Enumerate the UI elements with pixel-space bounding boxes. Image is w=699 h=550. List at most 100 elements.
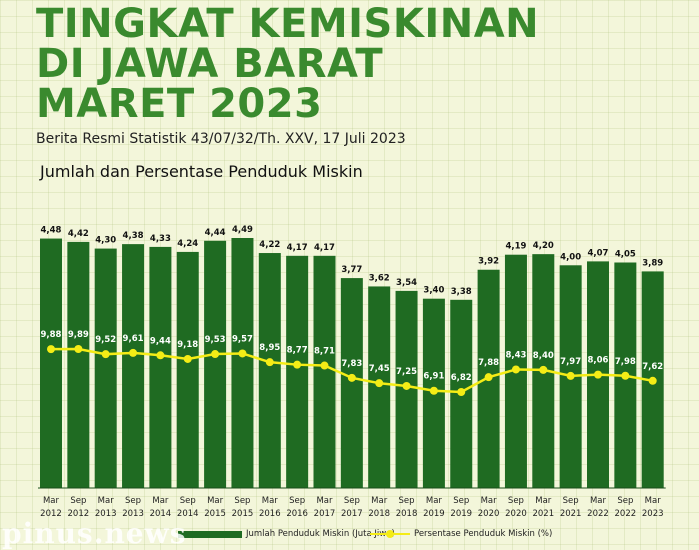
bar-value-label: 4,17 — [314, 243, 335, 253]
bar — [286, 255, 309, 488]
bar-value-label: 4,30 — [95, 236, 116, 246]
percent-value-label: 7,62 — [642, 362, 663, 372]
percent-value-label: 9,89 — [68, 330, 89, 340]
percent-point — [156, 351, 165, 360]
x-tick-label: 2018 — [396, 509, 418, 519]
source-text: Berita Resmi Statistik 43/07/32/Th. XXV,… — [36, 131, 406, 147]
percent-value-label: 8,95 — [259, 343, 280, 353]
bar — [176, 251, 199, 488]
percent-value-label: 8,71 — [314, 347, 335, 357]
percent-point — [238, 349, 247, 358]
x-tick-label: 2015 — [232, 509, 254, 519]
legend-line-label: Persentase Penduduk Miskin (%) — [414, 529, 553, 539]
x-tick-label: Sep — [70, 496, 86, 506]
x-tick-label: 2023 — [642, 509, 664, 519]
legend-line-item: Persentase Penduduk Miskin (%) — [370, 529, 552, 539]
legend-bar-item: Jumlah Penduduk Miskin (Juta Jiwa) — [178, 529, 395, 539]
bar-value-label: 4,22 — [259, 240, 280, 250]
percent-value-label: 9,53 — [205, 335, 226, 345]
x-tick-label: Mar — [426, 496, 443, 506]
percent-value-label: 8,40 — [533, 351, 554, 361]
percent-value-label: 7,45 — [369, 364, 390, 374]
percent-value-label: 7,97 — [560, 357, 581, 367]
bar — [122, 244, 145, 488]
percent-value-label: 7,88 — [478, 358, 499, 368]
percent-value-label: 9,52 — [95, 335, 116, 345]
x-tick-label: 2019 — [423, 509, 445, 519]
x-tick-label: Sep — [180, 496, 196, 506]
percent-point — [183, 354, 192, 363]
percent-point — [621, 371, 630, 380]
x-tick-label: 2021 — [532, 509, 554, 519]
x-tick-label: 2012 — [68, 509, 90, 519]
percent-point — [566, 371, 575, 380]
percent-point — [211, 350, 220, 359]
x-tick-label: 2017 — [341, 509, 363, 519]
chart-subtitle: Jumlah dan Persentase Penduduk Miskin — [40, 162, 363, 181]
bar — [149, 246, 172, 488]
bar-value-label: 4,17 — [287, 243, 308, 253]
bar-value-label: 3,77 — [341, 265, 362, 275]
x-tick-label: 2022 — [615, 509, 637, 519]
percent-point — [429, 386, 438, 395]
x-tick-label: 2018 — [368, 509, 390, 519]
percent-point — [402, 381, 411, 390]
x-tick-label: Mar — [43, 496, 60, 506]
percent-point — [511, 365, 520, 374]
percent-point — [457, 388, 466, 396]
percent-point — [47, 345, 55, 354]
x-tick-label: 2014 — [150, 509, 172, 519]
x-tick-label: Mar — [262, 496, 279, 506]
x-tick-label: Sep — [234, 496, 250, 506]
percent-value-label: 9,88 — [41, 330, 62, 340]
bar-value-label: 4,19 — [505, 242, 526, 252]
page-title: TINGKAT KEMISKINAN DI JAWA BARAT MARET 2… — [36, 4, 539, 124]
x-tick-label: 2020 — [478, 509, 500, 519]
percent-point — [129, 348, 138, 357]
percent-point — [594, 370, 602, 379]
bar — [313, 255, 336, 488]
bar-value-label: 3,92 — [478, 257, 499, 267]
percent-value-label: 9,44 — [150, 336, 171, 346]
bar-value-label: 4,44 — [205, 228, 226, 238]
bar-value-label: 3,62 — [369, 273, 390, 283]
bar-value-label: 4,42 — [68, 229, 89, 239]
bar — [368, 286, 391, 488]
x-tick-label: 2013 — [122, 509, 144, 519]
x-tick-label: Mar — [316, 496, 333, 506]
bar — [67, 241, 90, 488]
x-tick-label: Mar — [207, 496, 224, 506]
bar — [94, 248, 117, 488]
bar-value-label: 4,24 — [177, 239, 198, 249]
bar — [258, 253, 281, 488]
percent-value-label: 8,77 — [287, 346, 308, 356]
percent-value-label: 7,98 — [615, 357, 636, 367]
x-tick-label: Sep — [399, 496, 415, 506]
x-tick-label: Sep — [125, 496, 141, 506]
bar-value-label: 4,49 — [232, 225, 253, 235]
bar-value-label: 4,20 — [533, 241, 554, 251]
percent-point — [648, 376, 657, 385]
bar — [340, 278, 363, 488]
bar-value-label: 3,40 — [423, 286, 444, 296]
percent-point — [74, 345, 83, 353]
title-line-2: DI JAWA BARAT — [36, 41, 384, 87]
x-tick-label: 2014 — [177, 509, 199, 519]
percent-value-label: 9,61 — [123, 334, 144, 344]
x-tick-label: Sep — [289, 496, 305, 506]
x-tick-label: 2019 — [450, 509, 472, 519]
watermark: pinus.news — [2, 517, 187, 550]
x-tick-label: Mar — [590, 496, 607, 506]
x-tick-label: 2012 — [40, 509, 62, 519]
percent-point — [375, 379, 384, 388]
legend-bar-label: Jumlah Penduduk Miskin (Juta Jiwa) — [246, 529, 395, 539]
percent-point — [293, 360, 302, 369]
percent-value-label: 8,43 — [505, 350, 526, 360]
bar-value-label: 3,38 — [451, 287, 472, 297]
x-tick-label: Sep — [617, 496, 633, 506]
x-tick-label: 2015 — [204, 509, 226, 519]
bar-value-label: 4,48 — [41, 226, 62, 236]
bar-value-label: 3,54 — [396, 278, 417, 288]
x-tick-label: Sep — [344, 496, 360, 506]
